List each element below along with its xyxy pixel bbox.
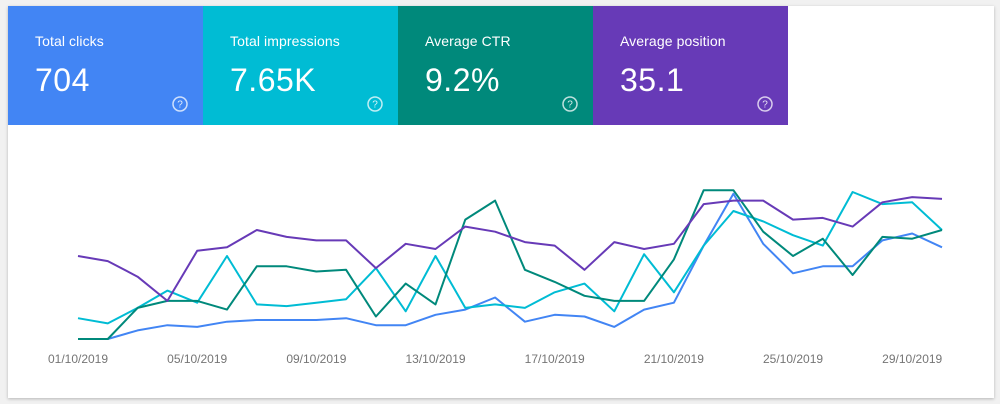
metric-tiles: Total clicks 704 ? Total impressions 7.6… [8, 6, 788, 125]
x-tick-label: 21/10/2019 [644, 352, 704, 366]
x-tick-label: 25/10/2019 [763, 352, 823, 366]
metric-average-ctr[interactable]: Average CTR 9.2% ? [398, 6, 593, 125]
metric-label: Total impressions [230, 33, 340, 49]
series-line-average-position [77, 196, 943, 302]
metric-value: 9.2% [425, 62, 500, 98]
metric-value: 7.65K [230, 62, 317, 98]
metric-value: 704 [35, 62, 90, 98]
svg-text:?: ? [762, 100, 768, 111]
metric-total-clicks[interactable]: Total clicks 704 ? [8, 6, 203, 125]
x-tick-label: 05/10/2019 [167, 352, 227, 366]
x-tick-label: 29/10/2019 [882, 352, 942, 366]
metric-average-position[interactable]: Average position 35.1 ? [593, 6, 788, 125]
metric-value: 35.1 [620, 62, 685, 98]
performance-chart: 01/10/2019 05/10/2019 09/10/2019 13/10/2019… [48, 189, 943, 366]
x-tick-label: 13/10/2019 [405, 352, 465, 366]
help-icon[interactable]: ? [757, 96, 773, 112]
performance-card: Total clicks 704 ? Total impressions 7.6… [8, 6, 994, 398]
help-icon[interactable]: ? [367, 96, 383, 112]
svg-text:?: ? [567, 100, 573, 111]
help-icon[interactable]: ? [562, 96, 578, 112]
x-tick-label: 01/10/2019 [48, 352, 108, 366]
series-line-average-ctr [78, 189, 943, 340]
series-line-total-clicks [78, 192, 943, 340]
metric-label: Average CTR [425, 33, 511, 49]
x-tick-label: 09/10/2019 [286, 352, 346, 366]
metric-total-impressions[interactable]: Total impressions 7.65K ? [203, 6, 398, 125]
help-icon[interactable]: ? [172, 96, 188, 112]
metric-label: Average position [620, 33, 726, 49]
svg-text:?: ? [372, 100, 378, 111]
x-tick-label: 17/10/2019 [525, 352, 585, 366]
svg-text:?: ? [177, 100, 183, 111]
series-line-total-impressions [77, 191, 943, 325]
metric-label: Total clicks [35, 33, 104, 49]
